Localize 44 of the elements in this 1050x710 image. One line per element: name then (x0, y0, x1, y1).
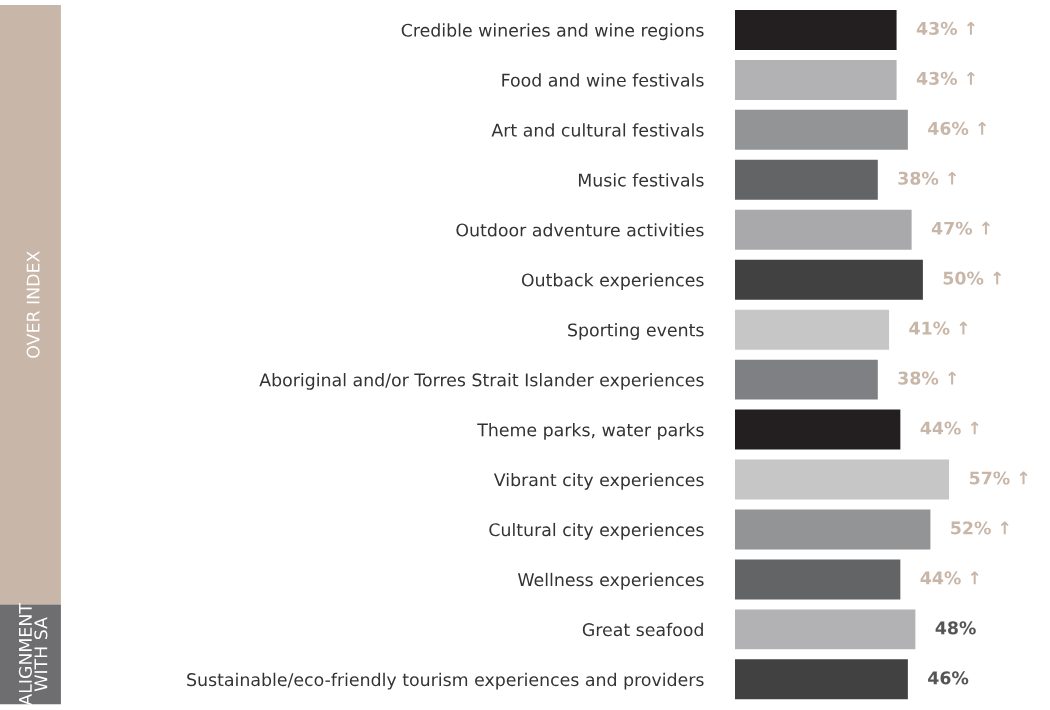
data-label: 48% (935, 621, 976, 635)
text: OVER INDEX (26, 251, 40, 358)
y-tick-label: Outdoor adventure activities (456, 223, 704, 237)
data-label: 41% ↑ (909, 321, 968, 335)
data-label: 46% (928, 671, 969, 685)
bar (735, 109, 908, 150)
bar (735, 159, 878, 200)
y-tick-label: Cultural city experiences (489, 522, 704, 540)
bar (735, 309, 890, 350)
data-label: 57% ↑ (969, 471, 1028, 485)
y-tick-label: Aboriginal and/or Torres Strait Islander experiences (259, 373, 704, 390)
data-label: 44% ↑ (920, 571, 979, 585)
data-label: 50% ↑ (943, 271, 1002, 285)
data-label: 44% ↑ (920, 421, 979, 435)
data-label: 52% ↑ (951, 521, 1009, 535)
y-tick-label: Sustainable/eco-friendly tourism experiences and providers (187, 672, 704, 690)
bar (735, 9, 897, 50)
data-label: 38% ↑ (898, 171, 957, 185)
data-label: 38% ↑ (898, 371, 957, 385)
y-tick-label: Sporting events (568, 323, 704, 340)
data-label: 43% ↑ (916, 21, 975, 35)
y-tick-label: Wellness experiences (517, 572, 704, 590)
bar (735, 209, 912, 250)
data-label: 43% ↑ (916, 71, 975, 85)
bar (735, 259, 923, 300)
data-label: 46% ↑ (928, 121, 987, 135)
bar (735, 59, 897, 100)
bar (735, 509, 931, 550)
y-tick-label: Art and cultural festivals (491, 123, 704, 137)
y-tick-label: Food and wine festivals (502, 73, 704, 87)
data-label: 47% ↑ (931, 221, 990, 235)
y-tick-label: Outback experiences (521, 273, 704, 290)
text: ALIGNMENT WITH SA (18, 602, 48, 706)
bar (735, 659, 908, 700)
bar (735, 559, 901, 600)
bar (735, 459, 950, 500)
y-tick-label: Vibrant city experiences (493, 472, 704, 490)
y-tick-label: Music festivals (578, 173, 704, 187)
bar (735, 359, 878, 400)
bar (735, 609, 916, 650)
y-tick-label: Great seafood (582, 622, 703, 637)
y-tick-label: Credible wineries and wine regions (401, 23, 704, 41)
y-tick-label: Theme parks, water parks (477, 422, 704, 440)
bar (735, 409, 901, 450)
